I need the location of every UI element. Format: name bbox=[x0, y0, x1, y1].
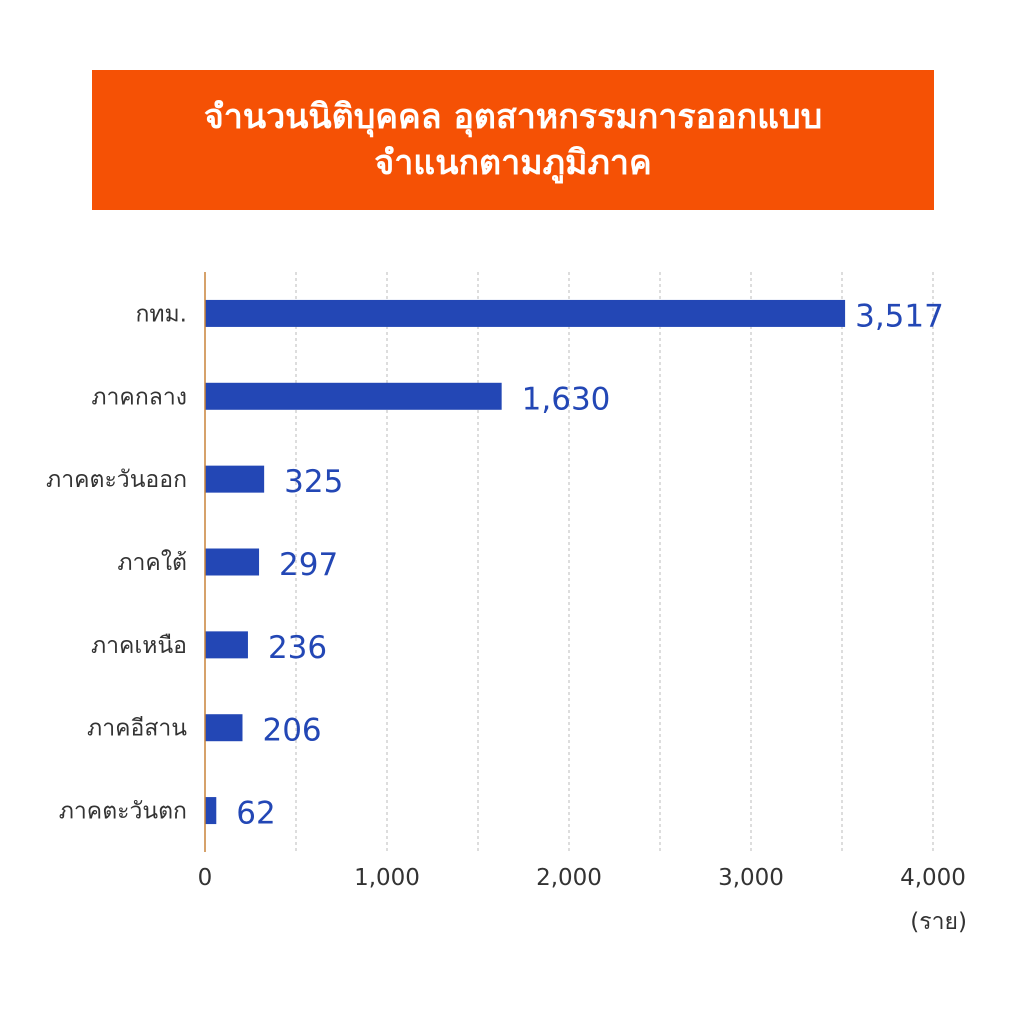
category-label: กทม. bbox=[135, 301, 187, 327]
value-label: 3,517 bbox=[855, 298, 944, 334]
category-label: ภาคตะวันตก bbox=[59, 799, 187, 825]
bar bbox=[205, 797, 217, 825]
bar bbox=[205, 631, 248, 659]
value-label: 236 bbox=[268, 630, 327, 666]
x-tick-label: 1,000 bbox=[354, 865, 420, 891]
value-label: 62 bbox=[236, 796, 275, 832]
category-label: ภาคอีสาน bbox=[87, 716, 187, 742]
chart-title-banner: จำนวนนิติบุคคล อุตสาหกรรมการออกแบบ จำแนก… bbox=[92, 70, 934, 210]
x-tick-label: 3,000 bbox=[718, 865, 784, 891]
value-label: 206 bbox=[262, 713, 321, 749]
category-label: ภาคใต้ bbox=[117, 549, 187, 576]
bar bbox=[205, 299, 846, 327]
bar bbox=[205, 465, 265, 493]
chart-title-line-1: จำนวนนิติบุคคล อุตสาหกรรมการออกแบบ bbox=[203, 97, 823, 137]
value-label: 297 bbox=[279, 547, 338, 583]
value-label: 1,630 bbox=[522, 381, 611, 417]
category-label: ภาคตะวันออก bbox=[46, 467, 187, 493]
x-tick-label: 4,000 bbox=[900, 865, 966, 891]
bar bbox=[205, 548, 260, 576]
category-label: ภาคเหนือ bbox=[91, 633, 187, 659]
bar bbox=[205, 382, 502, 410]
bar bbox=[205, 714, 243, 742]
x-axis-unit-label: (ราย) bbox=[910, 909, 967, 935]
value-label: 325 bbox=[284, 464, 343, 500]
category-label: ภาคกลาง bbox=[91, 384, 187, 410]
x-tick-label: 2,000 bbox=[536, 865, 602, 891]
x-tick-label: 0 bbox=[198, 865, 213, 891]
chart-title-line-2: จำแนกตามภูมิภาค bbox=[374, 143, 652, 183]
